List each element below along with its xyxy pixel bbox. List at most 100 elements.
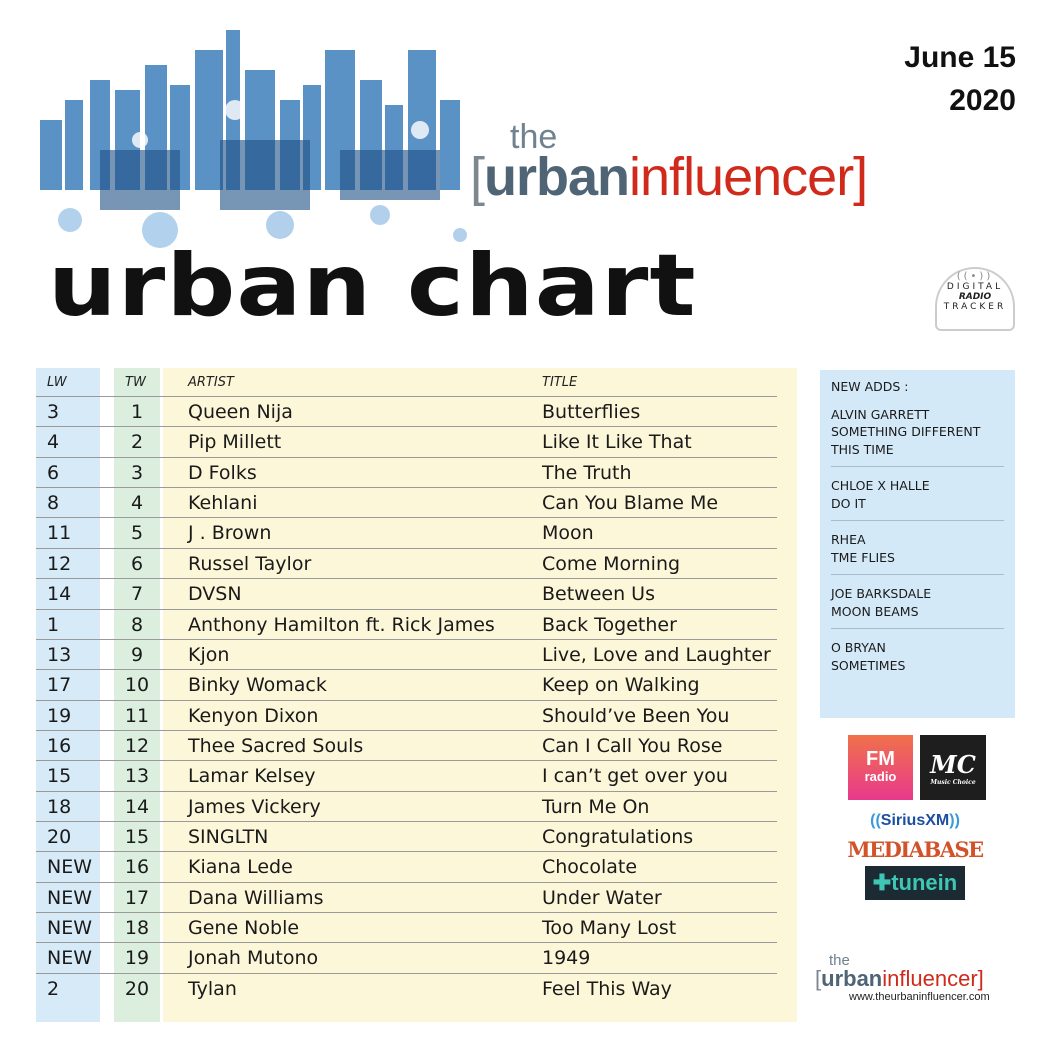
title-cell: Too Many Lost [542, 917, 677, 939]
title-cell: Moon [542, 522, 594, 545]
radio-text: radio [864, 768, 897, 784]
header-title: TITLE [542, 375, 578, 390]
tw-cell: 5 [130, 522, 144, 545]
mc-text: MC [930, 749, 976, 779]
row-divider [36, 578, 777, 580]
title-cell: 1949 [542, 947, 591, 970]
tunein-text: tunein [891, 870, 958, 895]
lw-cell: 4 [47, 431, 60, 454]
row-divider [36, 517, 777, 519]
new-add-title: SOMETIMES [831, 657, 906, 673]
artist-cell: Pip Millett [188, 431, 282, 454]
lw-cell: 11 [47, 522, 72, 545]
lw-cell: 20 [47, 825, 72, 848]
artist-cell: Thee Sacred Souls [188, 734, 364, 757]
tw-cell: 10 [124, 674, 150, 697]
new-add-artist: RHEA [831, 532, 866, 547]
row-divider [36, 547, 777, 549]
new-adds-heading: NEW ADDS : [831, 379, 909, 394]
lw-cell: 12 [47, 552, 72, 575]
artist-cell: DVSN [188, 583, 242, 606]
artist-cell: Lamar Kelsey [188, 765, 316, 788]
row-divider [36, 729, 777, 731]
footer-logo-influencer: influencer [882, 966, 978, 991]
radio-waves-icon: ((•)) [956, 271, 994, 282]
lw-cell: 15 [47, 765, 72, 788]
tracker-line1: DIGITAL [946, 282, 1004, 292]
date-year: 2020 [949, 84, 1016, 117]
row-divider [36, 396, 777, 397]
title-cell: Should’ve Been You [542, 704, 730, 727]
lw-cell: 19 [47, 704, 72, 727]
new-add-item: ALVIN GARRETT SOMETHING DIFFERENT THIS TI… [831, 396, 1004, 467]
fm-text: FM [866, 747, 895, 770]
row-divider [36, 638, 777, 640]
lw-cell: 17 [47, 674, 72, 697]
new-adds-panel: NEW ADDS : ALVIN GARRETT SOMETHING DIFFER… [820, 370, 1015, 718]
artist-cell: Dana Williams [188, 886, 324, 909]
website-url[interactable]: www.theurbaninfluencer.com [849, 991, 990, 1003]
new-add-item: CHLOE X HALLE DO IT [831, 467, 1004, 521]
footer-logo-urban: urban [821, 966, 883, 991]
skyline-illustration [40, 30, 467, 248]
lw-cell: 6 [47, 461, 60, 484]
footer-logo: the [urbaninfluencer] www.theurbaninflue… [815, 952, 990, 1003]
tw-cell: 2 [130, 431, 144, 454]
artist-cell: Binky Womack [188, 674, 327, 697]
new-add-artist: JOE BARKSDALE [831, 586, 932, 601]
music-choice-logo: MC Music Choice [920, 735, 986, 800]
new-add-title: SOMETHING DIFFERENT THIS TIME [831, 424, 981, 457]
mediabase-logo: MEDIABASE [847, 836, 984, 862]
sirius-text: SiriusXM [880, 812, 950, 829]
title-cell: Back Together [542, 613, 677, 636]
tw-cell: 6 [130, 552, 144, 575]
tw-cell: 1 [130, 401, 144, 423]
artist-cell: Kenyon Dixon [188, 704, 319, 727]
footer-logo-the: the [829, 952, 850, 969]
artist-cell: Tylan [188, 977, 237, 1000]
row-divider [36, 608, 777, 610]
title-cell: Butterflies [542, 401, 641, 423]
title-cell: Like It Like That [542, 431, 692, 454]
header-lw: LW [47, 375, 67, 390]
title-cell: The Truth [542, 461, 632, 484]
fm-radio-logo: FM radio [848, 735, 913, 800]
artist-cell: Russel Taylor [188, 552, 312, 575]
lw-cell: 14 [47, 583, 72, 606]
lw-cell: 18 [47, 795, 72, 818]
tunein-logo: ✚ tunein [865, 866, 965, 900]
tw-cell: 17 [124, 886, 150, 909]
tw-cell: 19 [124, 947, 150, 970]
artist-cell: James Vickery [188, 795, 321, 818]
row-divider [36, 942, 777, 944]
header-tw: TW [125, 375, 146, 390]
row-divider [36, 851, 777, 853]
title-cell: I can’t get over you [542, 765, 728, 788]
artist-cell: Kjon [188, 643, 230, 666]
tw-cell: 14 [124, 795, 150, 818]
lw-cell: 16 [47, 734, 72, 757]
lw-cell: 1 [47, 613, 60, 636]
row-divider [36, 760, 777, 762]
lw-cell: NEW [47, 947, 93, 970]
title-cell: Between Us [542, 583, 655, 606]
artist-cell: Queen Nija [188, 401, 293, 423]
digital-radio-tracker-logo: ((•)) DIGITAL RADIO TRACKER [935, 267, 1015, 331]
new-add-item: JOE BARKSDALE MOON BEAMS [831, 575, 1004, 629]
artist-cell: Kehlani [188, 492, 258, 515]
artist-cell: J . Brown [188, 522, 272, 545]
new-add-title: MOON BEAMS [831, 603, 919, 619]
new-add-item: O BRYAN SOMETIMES [831, 629, 1004, 682]
tw-cell: 11 [124, 704, 150, 727]
title-cell: Come Morning [542, 552, 681, 575]
title-cell: Live, Love and Laughter [542, 643, 771, 666]
lw-cell: 8 [47, 492, 60, 515]
new-add-item: RHEA TME FLIES [831, 521, 1004, 575]
row-divider [36, 426, 777, 428]
title-cell: Can You Blame Me [542, 492, 719, 515]
title-cell: Turn Me On [542, 795, 650, 818]
lw-cell: 3 [47, 401, 60, 423]
row-divider [36, 972, 777, 974]
tw-cell: 7 [130, 583, 144, 606]
tw-cell: 20 [124, 977, 150, 1000]
